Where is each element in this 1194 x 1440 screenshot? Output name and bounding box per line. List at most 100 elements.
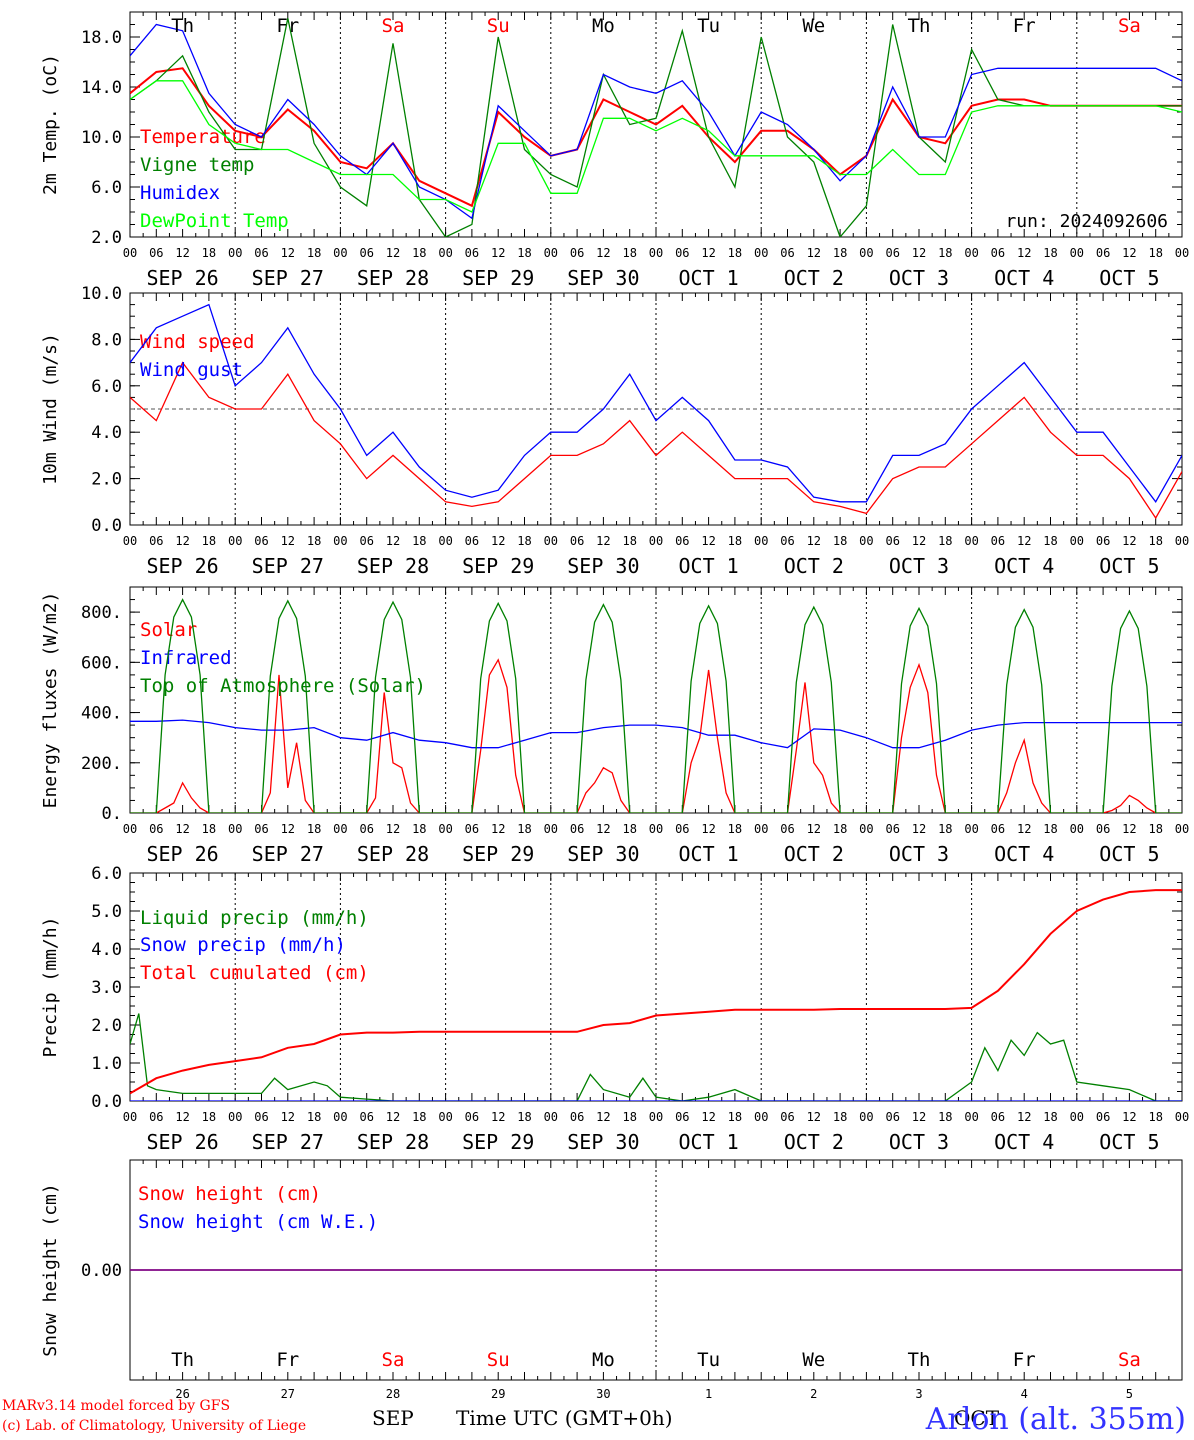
date-label: SEP 28: [357, 554, 429, 578]
date-label: SEP 27: [252, 1130, 324, 1154]
day-name-label: We: [802, 1349, 825, 1371]
day-name-label: Fr: [276, 15, 299, 37]
hour-tick-label: 06: [359, 1110, 373, 1124]
hour-tick-label: 18: [728, 1110, 742, 1124]
hour-tick-label: 12: [596, 534, 610, 548]
day-name-label: Sa: [1118, 1349, 1141, 1371]
temp-series-line: [130, 23, 1182, 220]
date-label: SEP 30: [567, 266, 639, 290]
hour-tick-label: 18: [412, 822, 426, 836]
hour-tick-label: 06: [254, 246, 268, 260]
hour-tick-label: 18: [938, 534, 952, 548]
hour-tick-label: 12: [807, 822, 821, 836]
hour-tick-label: 12: [175, 534, 189, 548]
hour-tick-label: 00: [859, 822, 873, 836]
wind-y-tick-label: 6.0: [91, 377, 122, 397]
hour-tick-label: 12: [912, 822, 926, 836]
hour-tick-label: 12: [1017, 534, 1031, 548]
hour-tick-label: 06: [465, 246, 479, 260]
date-label: OCT 5: [1099, 1130, 1159, 1154]
energy-legend-entry: Infrared: [140, 647, 232, 669]
hour-tick-label: 00: [544, 246, 558, 260]
hour-tick-label: 12: [386, 534, 400, 548]
run-annotation: run: 2024092606: [1005, 211, 1168, 232]
hour-tick-label: 18: [1148, 246, 1162, 260]
date-label: OCT 4: [994, 1130, 1054, 1154]
hour-tick-label: 18: [517, 534, 531, 548]
hour-tick-label: 12: [701, 534, 715, 548]
hour-tick-label: 00: [1175, 534, 1189, 548]
hour-tick-label: 00: [228, 246, 242, 260]
wind-y-tick-label: 10.0: [81, 284, 122, 304]
hour-tick-label: 12: [807, 246, 821, 260]
hour-tick-label: 12: [491, 246, 505, 260]
hour-tick-label: 18: [517, 1110, 531, 1124]
hour-tick-label: 18: [307, 534, 321, 548]
hour-tick-label: 06: [1096, 534, 1110, 548]
hour-tick-label: 00: [649, 534, 663, 548]
date-label: SEP 28: [357, 1130, 429, 1154]
date-label: SEP 29: [462, 554, 534, 578]
hour-tick-label: 12: [491, 534, 505, 548]
day-number-label: 27: [281, 1387, 295, 1401]
hour-tick-label: 18: [728, 822, 742, 836]
hour-tick-label: 06: [254, 822, 268, 836]
hour-tick-label: 00: [649, 822, 663, 836]
date-label: SEP 26: [146, 554, 218, 578]
wind-series-line: [130, 303, 1182, 503]
hour-tick-label: 18: [622, 534, 636, 548]
temp-y-axis-label: 2m Temp. (oC): [40, 54, 61, 195]
hour-tick-label: 18: [307, 246, 321, 260]
hour-tick-label: 00: [438, 246, 452, 260]
temp-y-tick-label: 18.0: [81, 28, 122, 48]
hour-tick-label: 18: [833, 1110, 847, 1124]
day-number-label: 2: [810, 1387, 817, 1401]
temp-y-tick-label: 14.0: [81, 78, 122, 98]
hour-tick-label: 00: [544, 1110, 558, 1124]
date-label: OCT 2: [784, 1130, 844, 1154]
hour-tick-label: 12: [1017, 246, 1031, 260]
energy-y-tick-label: 800.: [81, 603, 122, 623]
hour-tick-label: 06: [991, 1110, 1005, 1124]
precip-y-tick-label: 3.0: [91, 978, 122, 998]
wind-legend-entry: Wind speed: [140, 331, 254, 353]
hour-tick-label: 00: [964, 246, 978, 260]
precip-y-axis-label: Precip (mm/h): [40, 917, 61, 1058]
temp-y-tick-label: 2.0: [91, 228, 122, 248]
wind-y-tick-label: 0.0: [91, 516, 122, 536]
hour-tick-label: 00: [1175, 246, 1189, 260]
hour-tick-label: 00: [123, 822, 137, 836]
hour-tick-label: 12: [807, 534, 821, 548]
day-name-label: Fr: [276, 1349, 299, 1371]
hour-tick-label: 00: [123, 534, 137, 548]
precip-y-tick-label: 0.0: [91, 1092, 122, 1112]
hour-tick-label: 00: [859, 246, 873, 260]
hour-tick-label: 18: [728, 534, 742, 548]
day-name-label: Sa: [382, 15, 405, 37]
hour-tick-label: 18: [622, 246, 636, 260]
hour-tick-label: 18: [412, 246, 426, 260]
day-name-label: Fr: [1013, 1349, 1036, 1371]
hour-tick-label: 00: [333, 534, 347, 548]
snow-legend-entry: Snow height (cm): [138, 1183, 321, 1205]
station-label: Arlon (alt. 355m): [925, 1402, 1186, 1437]
hour-tick-label: 18: [622, 1110, 636, 1124]
day-name-label: Su: [487, 1349, 510, 1371]
hour-tick-label: 12: [281, 1110, 295, 1124]
hour-tick-label: 18: [938, 246, 952, 260]
hour-tick-label: 00: [649, 1110, 663, 1124]
hour-tick-label: 18: [202, 246, 216, 260]
hour-tick-label: 06: [1096, 246, 1110, 260]
hour-tick-label: 18: [202, 534, 216, 548]
hour-tick-label: 06: [675, 1110, 689, 1124]
precip-y-tick-label: 2.0: [91, 1016, 122, 1036]
hour-tick-label: 18: [833, 534, 847, 548]
temp-y-tick-label: 6.0: [91, 178, 122, 198]
hour-tick-label: 06: [149, 822, 163, 836]
hour-tick-label: 12: [1122, 1110, 1136, 1124]
date-label: OCT 3: [889, 266, 949, 290]
day-name-label: Mo: [592, 1349, 615, 1371]
hour-tick-label: 06: [1096, 1110, 1110, 1124]
hour-tick-label: 06: [254, 534, 268, 548]
hour-tick-label: 12: [491, 1110, 505, 1124]
